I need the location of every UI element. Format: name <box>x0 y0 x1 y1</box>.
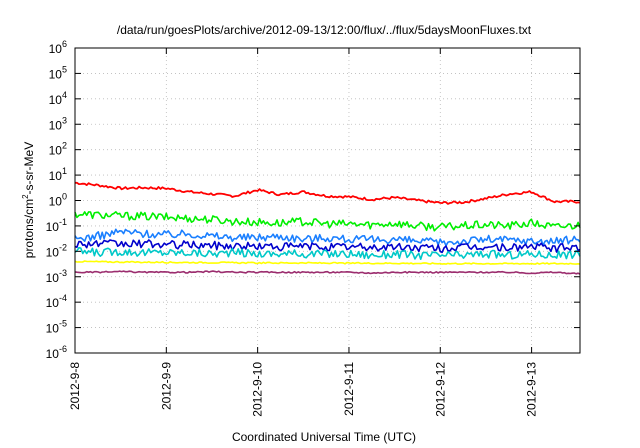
series-line-6 <box>74 260 581 265</box>
y-axis-ticks: 10-610-510-410-310-210-11001011021031041… <box>46 39 580 361</box>
y-tick-exponent: -6 <box>59 344 67 354</box>
series-line-1 <box>75 181 581 205</box>
y-tick-base: 10 <box>46 347 60 361</box>
y-tick-base: 10 <box>49 93 63 107</box>
y-tick-label: 105 <box>49 64 67 81</box>
y-tick-label: 100 <box>49 192 67 209</box>
chart-title: /data/run/goesPlots/archive/2012-09-13/1… <box>117 23 532 37</box>
series-line-4 <box>74 239 581 254</box>
y-tick-label: 10-2 <box>46 242 67 259</box>
y-tick-label: 10-1 <box>46 217 67 234</box>
y-tick-exponent: 4 <box>62 90 67 100</box>
y-tick-base: 10 <box>49 118 63 132</box>
series-line-7 <box>74 270 581 275</box>
y-tick-label: 102 <box>49 141 67 158</box>
x-tick-label: 2012-9-10 <box>251 362 265 417</box>
y-tick-label: 10-4 <box>46 293 67 310</box>
y-tick-base: 10 <box>49 169 63 183</box>
y-axis-label: protons/cm2-s-sr-MeV <box>21 142 36 258</box>
y-axis-label-sup: 2 <box>21 194 30 199</box>
y-tick-label: 101 <box>49 166 67 183</box>
y-tick-base: 10 <box>49 144 63 158</box>
y-tick-exponent: -2 <box>59 242 67 252</box>
y-tick-exponent: -4 <box>59 293 67 303</box>
y-tick-base: 10 <box>46 220 60 234</box>
y-tick-label: 104 <box>49 90 67 107</box>
y-tick-exponent: 5 <box>62 64 67 74</box>
y-tick-base: 10 <box>49 42 63 56</box>
x-tick-label: 2012-9-9 <box>159 362 173 410</box>
y-tick-exponent: -3 <box>59 268 67 278</box>
x-tick-label: 2012-9-13 <box>525 362 539 417</box>
y-tick-label: 103 <box>49 115 67 132</box>
y-tick-label: 106 <box>49 39 67 56</box>
series-group <box>74 181 581 275</box>
y-tick-base: 10 <box>49 67 63 81</box>
y-tick-base: 10 <box>46 271 60 285</box>
y-tick-exponent: -5 <box>59 319 67 329</box>
y-tick-exponent: 3 <box>62 115 67 125</box>
series-line-3 <box>74 228 581 247</box>
y-tick-base: 10 <box>46 296 60 310</box>
series-line-5 <box>74 246 581 261</box>
y-tick-exponent: 2 <box>62 141 67 151</box>
y-tick-exponent: 6 <box>62 39 67 49</box>
x-tick-label: 2012-9-8 <box>68 362 82 410</box>
y-axis-label-suffix: -s-sr-MeV <box>22 142 36 195</box>
y-tick-exponent: 1 <box>62 166 67 176</box>
y-tick-label: 10-6 <box>46 344 67 361</box>
x-tick-label: 2012-9-12 <box>433 362 447 417</box>
x-tick-label: 2012-9-11 <box>342 362 356 416</box>
x-axis-label: Coordinated Universal Time (UTC) <box>232 430 416 444</box>
grid-lines <box>75 47 580 354</box>
x-axis-ticks: 2012-9-8 2012-9-9 2012-9-10 2012-9-11 2012-9… <box>68 48 539 417</box>
y-axis-label-prefix: protons/cm <box>22 199 36 258</box>
y-tick-exponent: 0 <box>62 192 67 202</box>
y-tick-base: 10 <box>49 195 63 209</box>
y-tick-label: 10-5 <box>46 319 67 336</box>
y-tick-base: 10 <box>46 245 60 259</box>
y-tick-base: 10 <box>46 322 60 336</box>
series-line-2 <box>74 211 581 232</box>
y-tick-exponent: -1 <box>59 217 67 227</box>
y-tick-label: 10-3 <box>46 268 67 285</box>
